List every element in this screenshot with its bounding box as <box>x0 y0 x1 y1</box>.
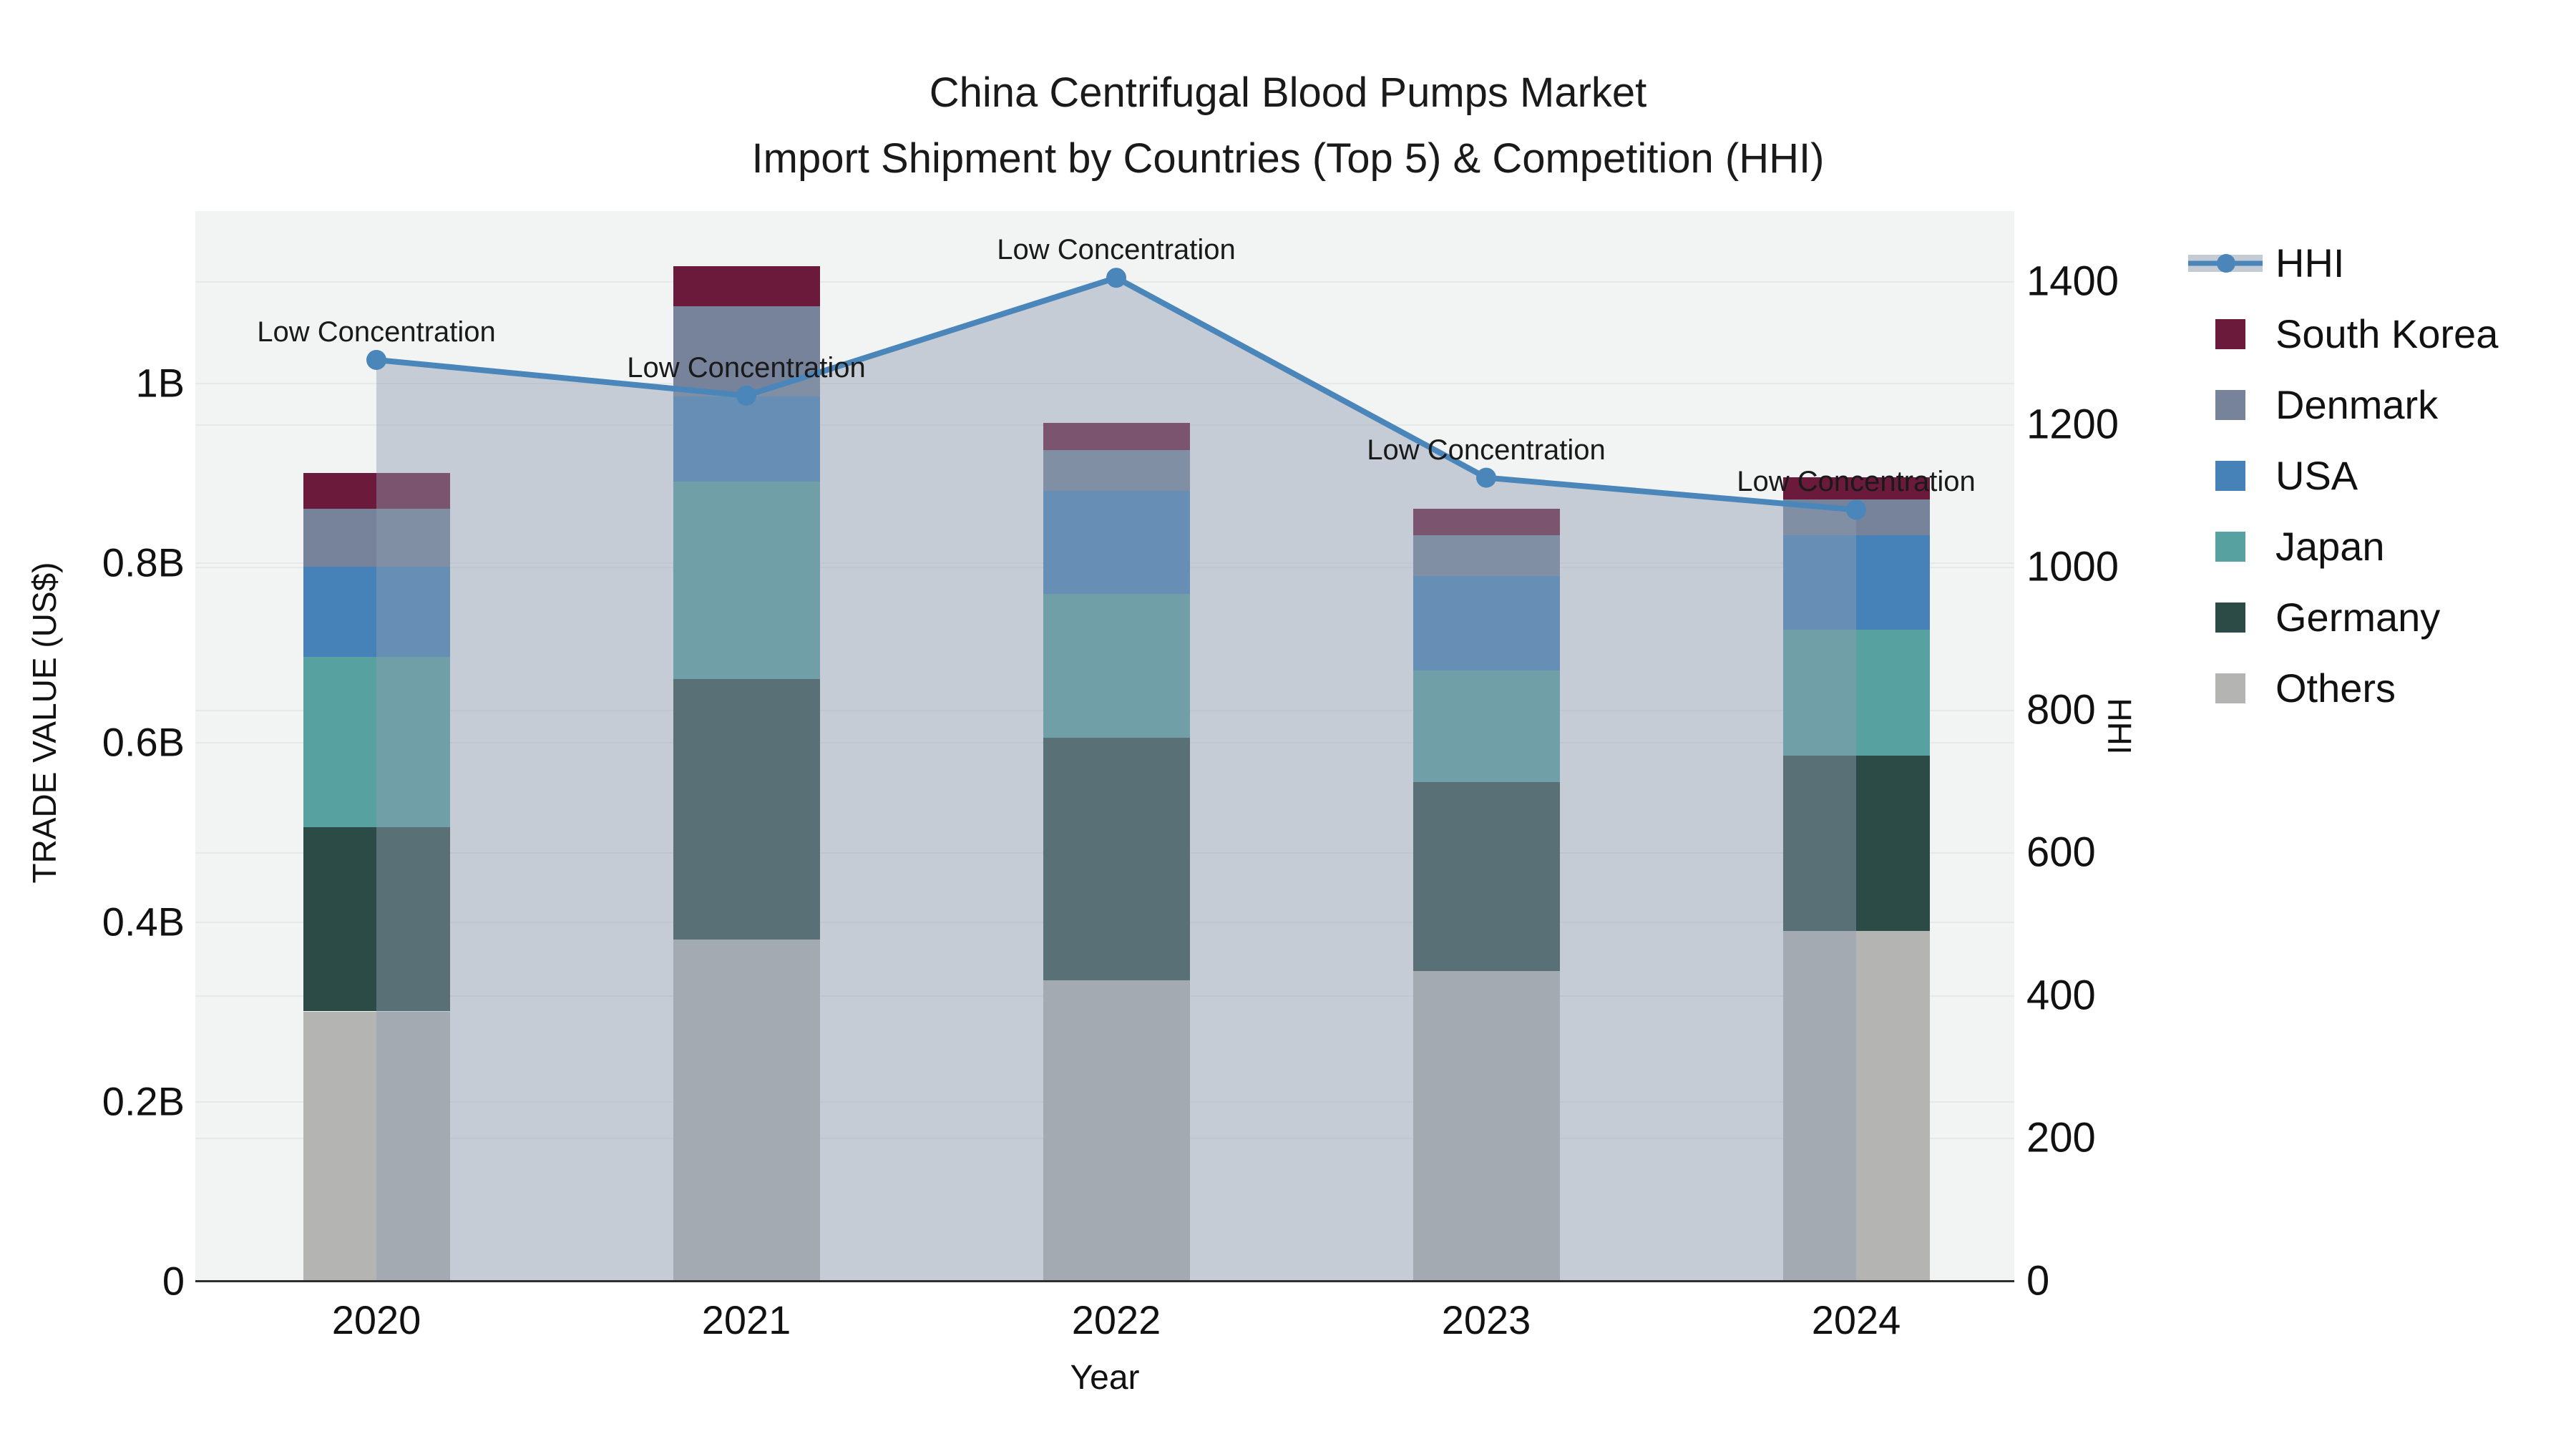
annotation-low-concentration-2022: Low Concentration <box>997 234 1236 266</box>
bar-segment-south-korea-2022 <box>1043 423 1190 451</box>
bar-segment-others-2022 <box>1043 980 1190 1281</box>
right-tick-1000: 1000 <box>2026 543 2119 590</box>
bar-segment-usa-2020 <box>303 567 450 657</box>
right-tick-600: 600 <box>2026 829 2096 876</box>
right-axis-title: HHI <box>2101 698 2138 755</box>
color-swatch <box>2215 389 2245 420</box>
color-swatch <box>2215 602 2245 633</box>
legend-item-germany: Germany <box>2188 582 2440 653</box>
bar-segment-usa-2021 <box>673 396 820 482</box>
left-tick-0.4B: 0.4B <box>102 899 185 945</box>
bar-segment-japan-2024 <box>1782 630 1930 756</box>
plot-area <box>195 211 2014 1281</box>
hhi-marker <box>366 349 386 370</box>
color-swatch <box>2215 318 2245 349</box>
hhi-area-fill <box>376 278 1856 1281</box>
bar-segment-denmark-2023 <box>1413 535 1560 576</box>
legend-item-south-korea: South Korea <box>2188 298 2498 369</box>
right-tick-1200: 1200 <box>2026 401 2119 448</box>
bar-segment-germany-2020 <box>303 827 450 1012</box>
legend-item-others: Others <box>2188 653 2396 723</box>
left-tick-1B: 1B <box>135 360 185 406</box>
bar-segment-denmark-2020 <box>303 508 450 567</box>
legend-hhi-line-sample <box>2188 228 2263 298</box>
bar-segment-denmark-2022 <box>1043 450 1190 491</box>
right-tick-800: 800 <box>2026 686 2096 733</box>
bar-segment-germany-2021 <box>673 679 820 940</box>
x-axis-line <box>195 1280 2014 1282</box>
left-tick-0: 0 <box>162 1258 185 1304</box>
annotation-low-concentration-2020: Low Concentration <box>257 316 496 348</box>
bar-segment-japan-2020 <box>303 656 450 828</box>
legend-swatch-japan <box>2188 511 2263 582</box>
color-swatch <box>2215 531 2245 562</box>
legend-swatch-others <box>2188 653 2263 723</box>
left-axis-title: TRADE VALUE (US$) <box>26 562 63 884</box>
bar-segment-south-korea-2024 <box>1782 477 1930 500</box>
chart-title-line2: Import Shipment by Countries (Top 5) & C… <box>751 135 1825 182</box>
bar-segment-others-2024 <box>1782 930 1930 1281</box>
annotation-low-concentration-2024: Low Concentration <box>1737 466 1976 498</box>
annotation-low-concentration-2023: Low Concentration <box>1367 434 1606 466</box>
right-tick-0: 0 <box>2026 1257 2050 1304</box>
x-tick-2020: 2020 <box>331 1297 421 1342</box>
bar-segment-others-2021 <box>673 940 820 1281</box>
legend-swatch-south-korea <box>2188 298 2263 369</box>
bar-segment-south-korea-2023 <box>1413 508 1560 536</box>
x-tick-2024: 2024 <box>1811 1297 1901 1342</box>
color-swatch <box>2215 460 2245 491</box>
legend-label: South Korea <box>2275 311 2499 356</box>
right-tick-1400: 1400 <box>2026 258 2119 305</box>
legend-swatch-denmark <box>2188 369 2263 440</box>
gridline <box>195 383 2014 384</box>
hhi-line-overlay <box>366 268 1866 1281</box>
right-tick-200: 200 <box>2026 1114 2096 1161</box>
legend-swatch-germany <box>2188 582 2263 653</box>
left-tick-0.2B: 0.2B <box>102 1078 185 1124</box>
right-tick-400: 400 <box>2026 972 2096 1019</box>
legend-item-hhi: HHI <box>2188 228 2344 298</box>
x-tick-2021: 2021 <box>701 1297 791 1342</box>
bar-segment-japan-2021 <box>673 482 820 680</box>
hhi-marker <box>1846 499 1866 520</box>
legend-label: Others <box>2275 665 2396 711</box>
legend-item-japan: Japan <box>2188 511 2385 582</box>
legend-label: Denmark <box>2275 382 2439 427</box>
x-tick-2023: 2023 <box>1441 1297 1531 1342</box>
legend-label: HHI <box>2275 240 2345 286</box>
bar-segment-germany-2024 <box>1782 755 1930 931</box>
bar-segment-germany-2022 <box>1043 737 1190 980</box>
bar-segment-japan-2023 <box>1413 670 1560 783</box>
legend-item-denmark: Denmark <box>2188 369 2438 440</box>
bar-segment-usa-2023 <box>1413 575 1560 670</box>
bar-segment-others-2023 <box>1413 971 1560 1281</box>
bar-segment-germany-2023 <box>1413 782 1560 972</box>
left-tick-0.8B: 0.8B <box>102 540 185 585</box>
legend-label: Japan <box>2275 524 2385 569</box>
color-swatch <box>2215 673 2245 703</box>
bar-segment-usa-2022 <box>1043 490 1190 594</box>
bar-segment-south-korea-2020 <box>303 472 450 509</box>
bar-segment-south-korea-2021 <box>673 265 820 307</box>
legend-item-usa: USA <box>2188 440 2358 511</box>
hhi-marker <box>736 385 756 406</box>
legend-label: USA <box>2275 453 2358 498</box>
annotation-low-concentration-2021: Low Concentration <box>627 351 866 384</box>
chart-title-line1: China Centrifugal Blood Pumps Market <box>929 69 1647 116</box>
x-tick-2022: 2022 <box>1071 1297 1161 1342</box>
hhi-marker <box>1106 268 1126 288</box>
legend-swatch-usa <box>2188 440 2263 511</box>
hhi-marker <box>1476 467 1496 488</box>
legend-hhi-marker <box>2217 253 2235 273</box>
x-axis-title: Year <box>1070 1359 1140 1397</box>
legend-label: Germany <box>2275 595 2441 640</box>
bar-segment-usa-2024 <box>1782 535 1930 630</box>
bar-segment-others-2020 <box>303 1011 450 1281</box>
left-tick-0.6B: 0.6B <box>102 719 185 765</box>
bar-segment-japan-2022 <box>1043 593 1190 738</box>
